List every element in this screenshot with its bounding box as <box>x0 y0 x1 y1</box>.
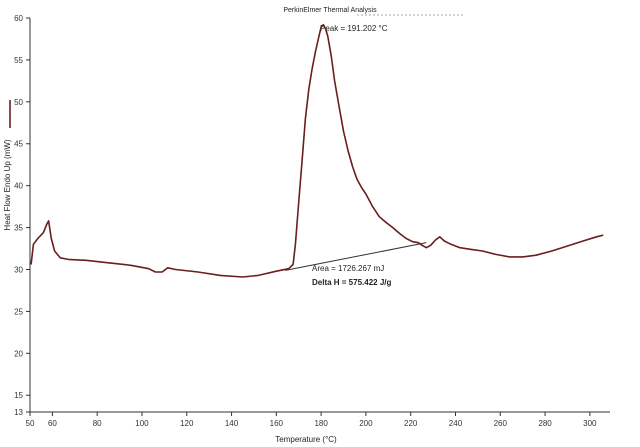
x-tick-label: 160 <box>270 419 284 428</box>
x-tick-label: 50 <box>26 419 35 428</box>
y-tick-label: 20 <box>14 349 23 358</box>
y-tick-label: 45 <box>14 140 23 149</box>
x-tick-label: 280 <box>538 419 552 428</box>
y-tick-label: 55 <box>14 56 23 65</box>
chart-title: PerkinElmer Thermal Analysis <box>283 7 377 14</box>
y-tick-label: 15 <box>14 391 23 400</box>
x-tick-label: 60 <box>48 419 57 428</box>
x-tick-label: 300 <box>583 419 597 428</box>
x-tick-label: 220 <box>404 419 418 428</box>
series-line-heat-flow <box>30 23 604 278</box>
area-annotation: Area = 1726.267 mJ <box>312 264 384 273</box>
y-tick-label: 35 <box>14 224 23 233</box>
x-tick-label: 240 <box>449 419 463 428</box>
peak-baseline <box>285 242 427 271</box>
y-tick-label: 13 <box>14 408 23 417</box>
y-tick-label: 40 <box>14 182 23 191</box>
y-tick-label: 25 <box>14 307 23 316</box>
x-tick-label: 180 <box>314 419 328 428</box>
x-tick-label: 120 <box>180 419 194 428</box>
x-ticks: 50 60 80 100 120 140 160 180 200 220 240 260 280 300 <box>26 412 597 428</box>
x-tick-label: 80 <box>93 419 102 428</box>
x-tick-label: 100 <box>135 419 149 428</box>
peak-annotation: Peak = 191.202 °C <box>320 24 388 33</box>
y-axis-label: Heat Flow Endo Up (mW) <box>3 139 12 230</box>
y-tick-label: 30 <box>14 265 23 274</box>
y-ticks: 13 15 20 25 30 35 40 45 50 55 60 <box>14 14 30 417</box>
x-tick-label: 200 <box>359 419 373 428</box>
delta-h-annotation: Delta H = 575.422 J/g <box>312 278 391 287</box>
y-tick-label: 60 <box>14 14 23 23</box>
x-tick-label: 140 <box>225 419 239 428</box>
x-axis-label: Temperature (°C) <box>275 435 337 444</box>
x-tick-label: 260 <box>494 419 508 428</box>
y-tick-label: 50 <box>14 98 23 107</box>
